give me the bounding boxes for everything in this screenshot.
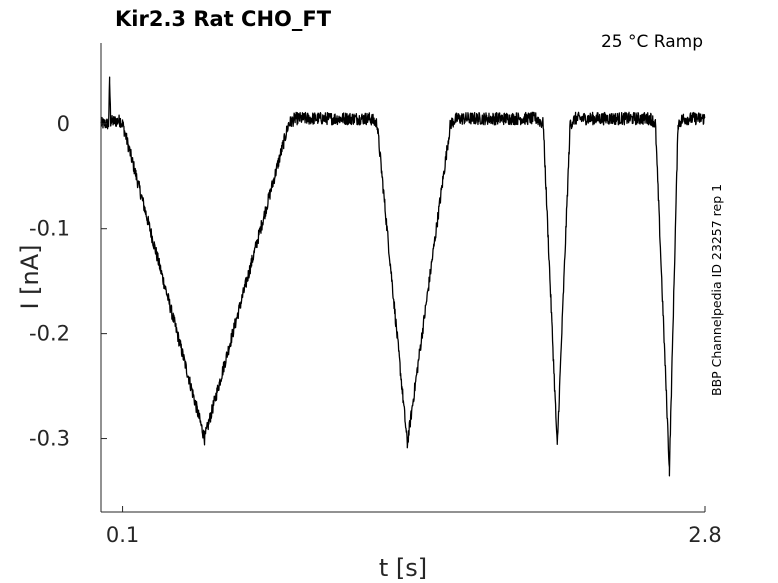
y-tick-label: -0.1	[29, 217, 70, 241]
data-layer	[100, 76, 706, 477]
y-tick-label: 0	[57, 112, 70, 136]
y-axis-label: I [nA]	[16, 244, 44, 309]
x-axis-label: t [s]	[379, 554, 427, 582]
x-tick-label: 0.1	[106, 523, 139, 547]
current-trace-line	[100, 76, 706, 477]
y-tick-label: -0.2	[29, 322, 70, 346]
side-note: BBP Channelpedia ID 23257 rep 1	[709, 184, 724, 396]
y-tick-label: -0.3	[29, 427, 70, 451]
x-tick-label: 2.8	[688, 523, 721, 547]
chart-title: Kir2.3 Rat CHO_FT	[115, 7, 332, 31]
y-ticks: 0 -0.1 -0.2 -0.3	[29, 112, 107, 451]
chart-subtitle: 25 °C Ramp	[601, 32, 703, 52]
x-ticks: 0.1 2.8	[106, 506, 722, 547]
